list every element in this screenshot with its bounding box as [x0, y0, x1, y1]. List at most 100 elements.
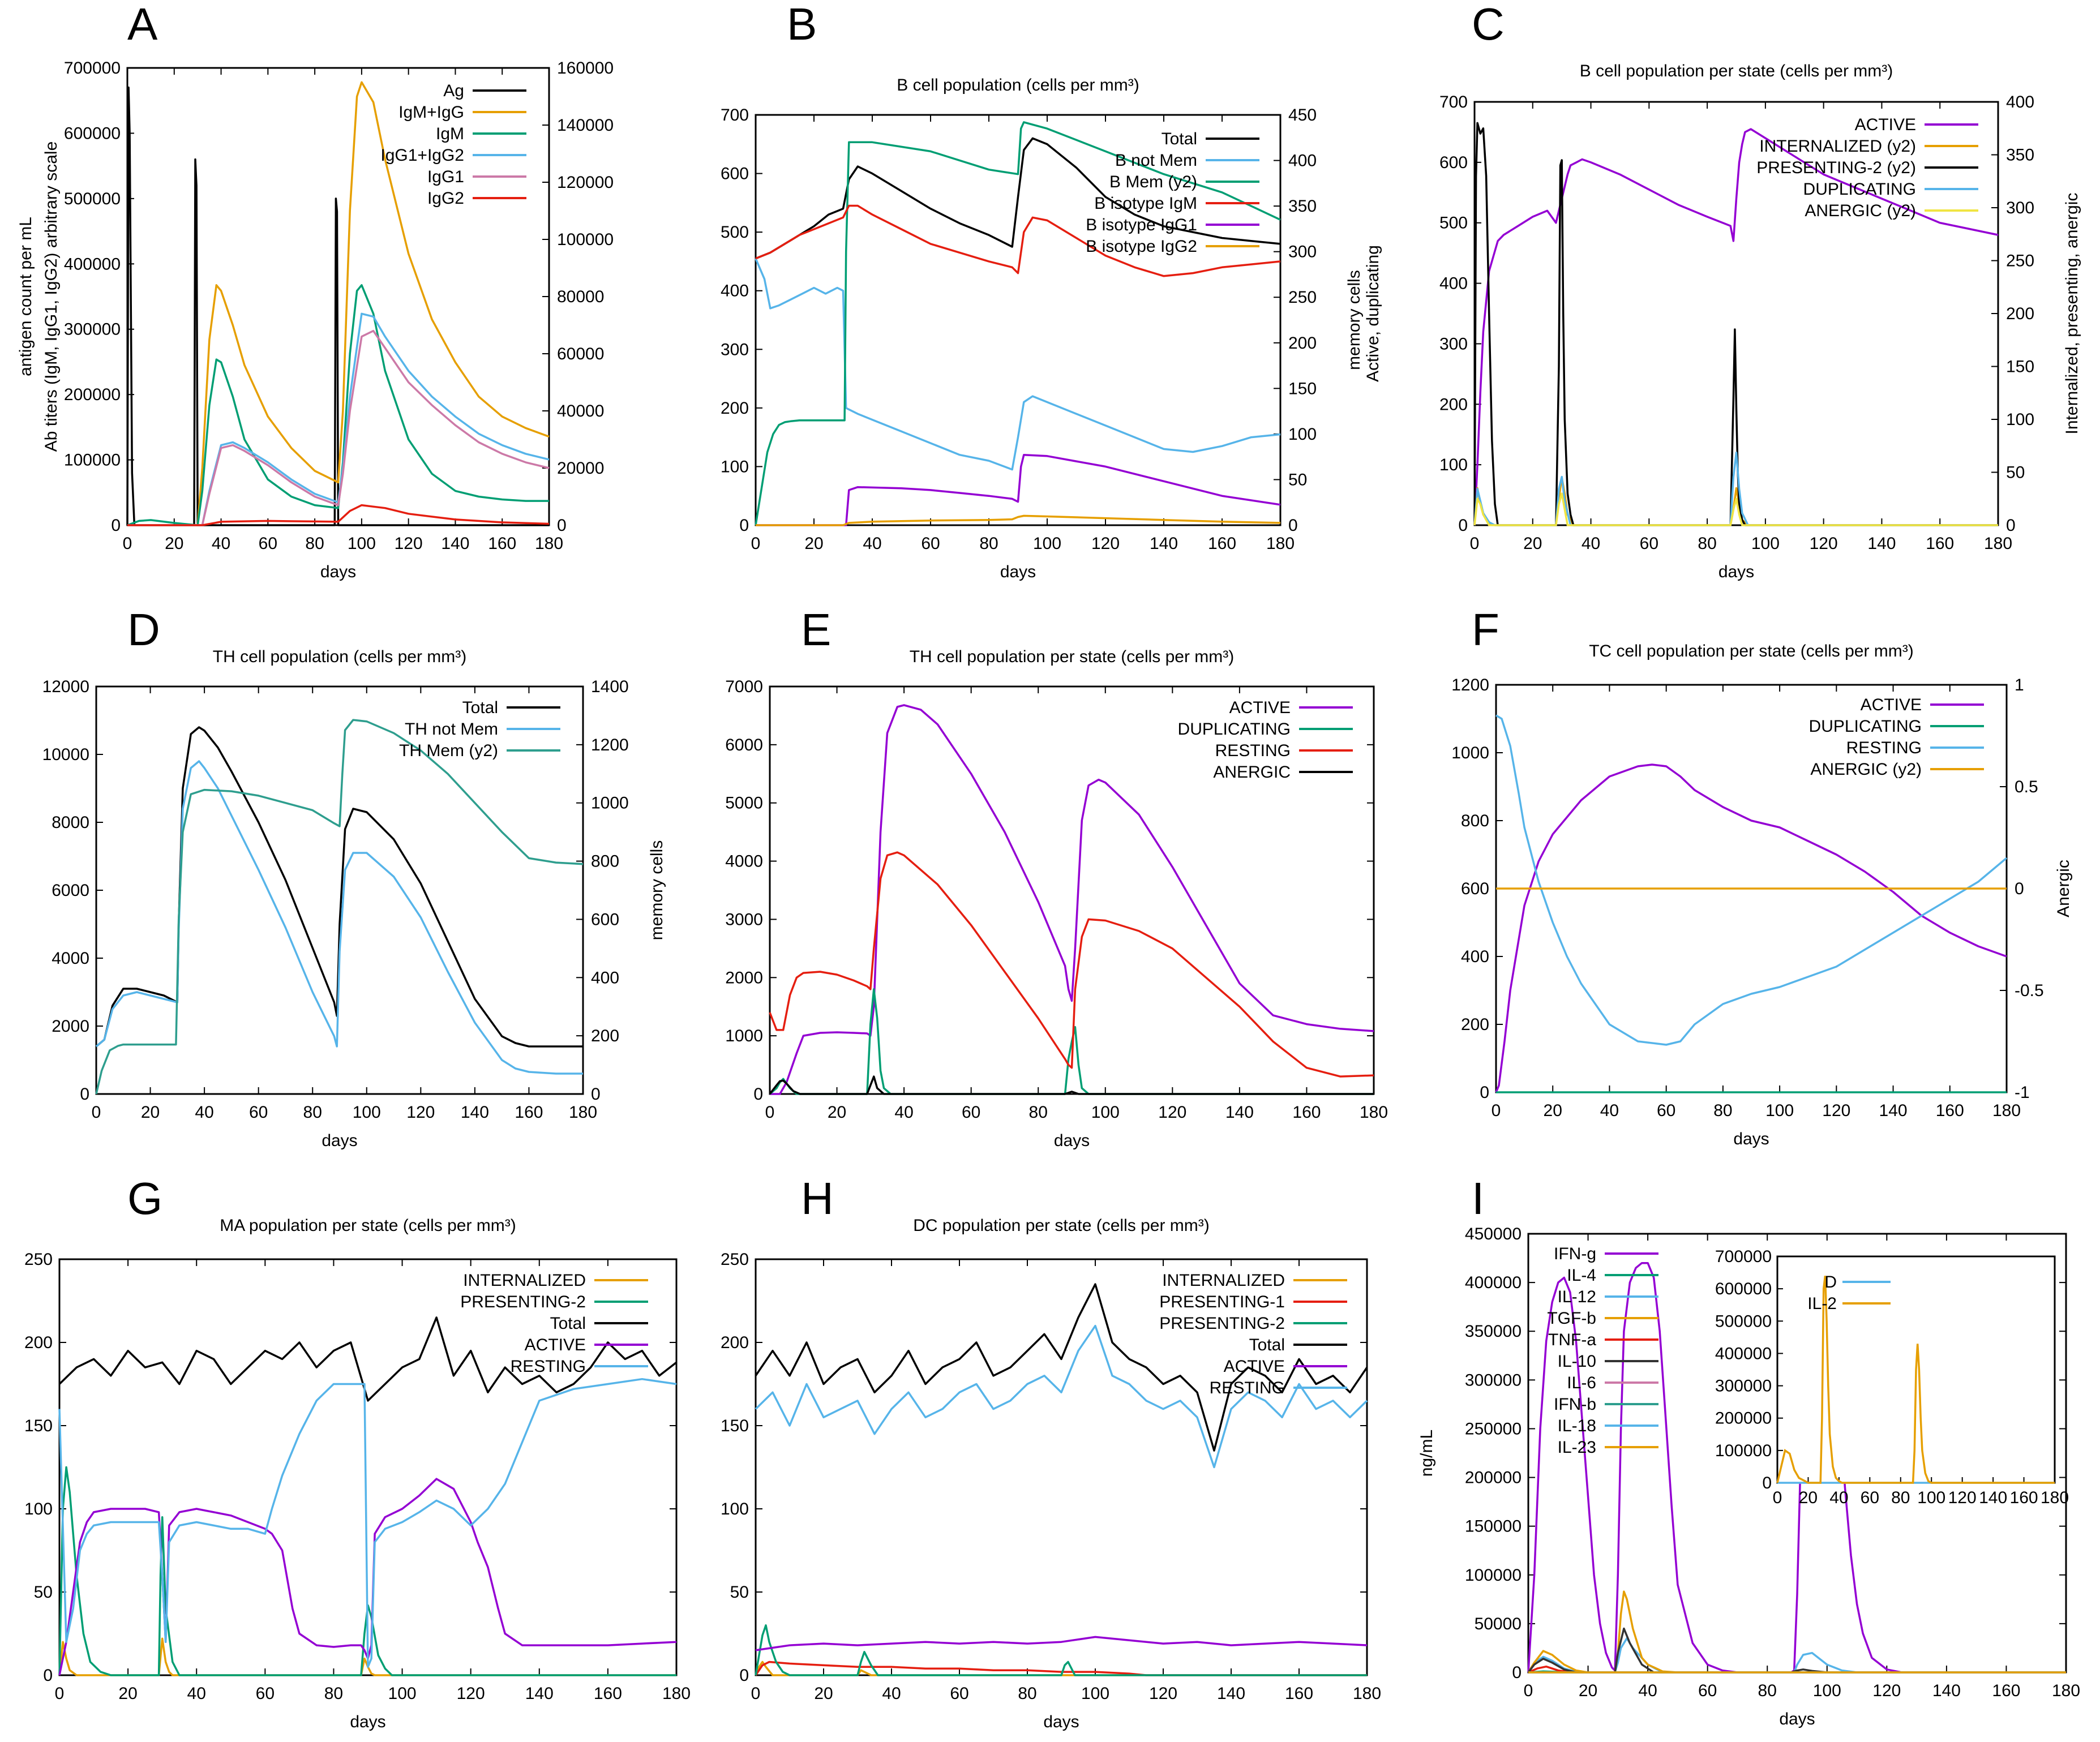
- legend-label: ACTIVE: [1224, 1357, 1285, 1376]
- inset-x-tick-label: 40: [1829, 1488, 1848, 1507]
- legend-label: IL-10: [1558, 1352, 1596, 1371]
- x-tick-label: 40: [894, 1103, 913, 1122]
- panel-g: G MA population per state (cells per mm³)…: [24, 1173, 691, 1731]
- series-line-presenting-2-y2-: [1473, 122, 1998, 526]
- y-axis-label: ng/mL: [1417, 1430, 1436, 1477]
- y2-tick-label: 200: [1288, 334, 1317, 353]
- y2-tick-label: 40000: [557, 402, 604, 421]
- legend-label: TGF-b: [1547, 1309, 1596, 1328]
- x-tick-label: 20: [141, 1103, 160, 1122]
- x-tick-label: 180: [1266, 534, 1295, 553]
- y-tick-label: 0: [739, 1666, 749, 1685]
- y-tick-label: 600: [1439, 153, 1468, 172]
- x-tick-label: 0: [92, 1103, 101, 1122]
- legend-label: ACTIVE: [1229, 698, 1291, 717]
- y-tick-label: 600: [1461, 879, 1489, 898]
- x-tick-label: 20: [1579, 1681, 1597, 1700]
- y2-tick-label: 800: [591, 852, 619, 871]
- legend-label: PRESENTING-2: [460, 1293, 586, 1311]
- series-line-active: [58, 1478, 677, 1676]
- y-tick-label: 0: [1458, 516, 1468, 535]
- x-tick-label: 20: [165, 534, 183, 553]
- legend-label: TH not Mem: [405, 720, 498, 739]
- x-tick-label: 60: [950, 1684, 968, 1703]
- legend-label: IgM: [436, 125, 464, 143]
- x-tick-label: 20: [1544, 1101, 1562, 1120]
- series-line-anergic: [769, 1075, 1374, 1095]
- plot-frame: [58, 1258, 678, 1676]
- series-line-duplicating: [769, 988, 1374, 1095]
- legend-label: ACTIVE: [1855, 115, 1916, 134]
- legend-label: Total: [462, 698, 498, 717]
- x-tick-label: 100: [388, 1684, 417, 1703]
- x-tick-label: 20: [1523, 534, 1542, 553]
- x-tick-label: 140: [1879, 1101, 1908, 1120]
- y2-tick-label: 0: [557, 516, 567, 535]
- x-tick-label: 60: [962, 1103, 980, 1122]
- y2-tick-label: 300: [1288, 243, 1317, 261]
- plot-frame: [769, 685, 1375, 1095]
- series-line-b-mem-y2-: [755, 121, 1281, 526]
- y-tick-label: 250: [24, 1250, 53, 1269]
- y2-tick-label: -1: [2015, 1083, 2030, 1102]
- series-line-presenting-2: [755, 1624, 1367, 1676]
- inset-x-tick-label: 120: [1948, 1488, 1977, 1507]
- y2-tick-label: 0.5: [2015, 778, 2038, 796]
- legend-label: IL-12: [1558, 1288, 1596, 1306]
- inset-y-tick-label: 600000: [1715, 1280, 1772, 1298]
- y2-axis-label: memory cells: [1345, 270, 1364, 370]
- x-tick-label: 0: [1470, 534, 1480, 553]
- y-tick-label: 400000: [64, 255, 121, 273]
- x-tick-label: 40: [195, 1103, 213, 1122]
- x-tick-label: 140: [441, 534, 469, 553]
- series-line-ag: [126, 86, 549, 526]
- x-tick-label: 40: [212, 534, 230, 553]
- panel-a: A0 20 40 60 80 100 120 140 160 180010000020000030…: [16, 0, 614, 581]
- legend-label: INTERNALIZED: [1162, 1271, 1285, 1290]
- x-tick-label: 140: [1150, 534, 1178, 553]
- legend-label: Total: [550, 1314, 586, 1333]
- y-axis-label: Active, duplicating: [1364, 245, 1382, 382]
- y-tick-label: 200: [1461, 1015, 1489, 1034]
- legend-label: IgG2: [427, 189, 464, 208]
- x-tick-label: 40: [1638, 1681, 1657, 1700]
- y-tick-label: 200: [1439, 395, 1468, 414]
- legend-label: PRESENTING-2 (y2): [1756, 158, 1916, 177]
- y-tick-label: 50: [730, 1583, 749, 1602]
- legend-label: IL-18: [1558, 1417, 1596, 1435]
- y-tick-label: 6000: [725, 736, 763, 754]
- x-tick-label: 120: [1810, 534, 1838, 553]
- x-tick-label: 160: [1208, 534, 1236, 553]
- x-tick-label: 120: [1872, 1681, 1901, 1700]
- series-line-total: [755, 1283, 1368, 1452]
- y-tick-label: 100000: [1465, 1566, 1522, 1585]
- x-tick-label: 40: [882, 1684, 901, 1703]
- y2-axis-label: Internalized, presenting, anergic: [2063, 193, 2081, 435]
- x-tick-label: 60: [921, 534, 940, 553]
- y-tick-label: 0: [1480, 1083, 1489, 1102]
- y2-tick-label: 20000: [557, 459, 604, 478]
- y2-tick-label: 0: [2006, 516, 2016, 535]
- x-tick-label: 120: [1149, 1684, 1177, 1703]
- y-tick-label: 700: [1439, 93, 1468, 111]
- y-tick-label: 300000: [1465, 1371, 1522, 1389]
- y2-tick-label: 50: [1288, 470, 1307, 489]
- x-tick-label: 120: [457, 1684, 485, 1703]
- panel-d: D TH cell population (cells per mm³) 0 20 40…: [42, 604, 666, 1150]
- x-tick-label: 80: [1029, 1103, 1048, 1122]
- y-tick-label: 200000: [64, 385, 121, 404]
- series-line-tgf-b: [1527, 1590, 2066, 1674]
- series-line-total: [95, 726, 583, 1048]
- x-tick-label: 60: [1657, 1101, 1675, 1120]
- x-axis-label: days: [1043, 1713, 1079, 1731]
- x-tick-label: 40: [1582, 534, 1600, 553]
- y2-tick-label: 300: [2006, 199, 2034, 217]
- x-tick-label: 80: [324, 1684, 343, 1703]
- x-tick-label: 0: [751, 534, 761, 553]
- y-tick-label: 0: [1512, 1663, 1522, 1682]
- plot-frame: [95, 685, 584, 1095]
- panel-i: I0 20 40 60 80 100 120 140 160 180050000100000150…: [1417, 1173, 2080, 1728]
- inset-series-il-2: [1776, 1276, 2055, 1484]
- y-tick-label: 8000: [52, 813, 89, 832]
